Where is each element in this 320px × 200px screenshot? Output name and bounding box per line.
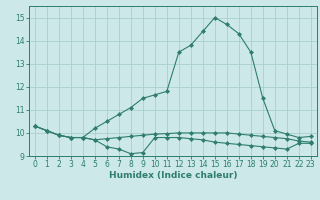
X-axis label: Humidex (Indice chaleur): Humidex (Indice chaleur) <box>108 171 237 180</box>
